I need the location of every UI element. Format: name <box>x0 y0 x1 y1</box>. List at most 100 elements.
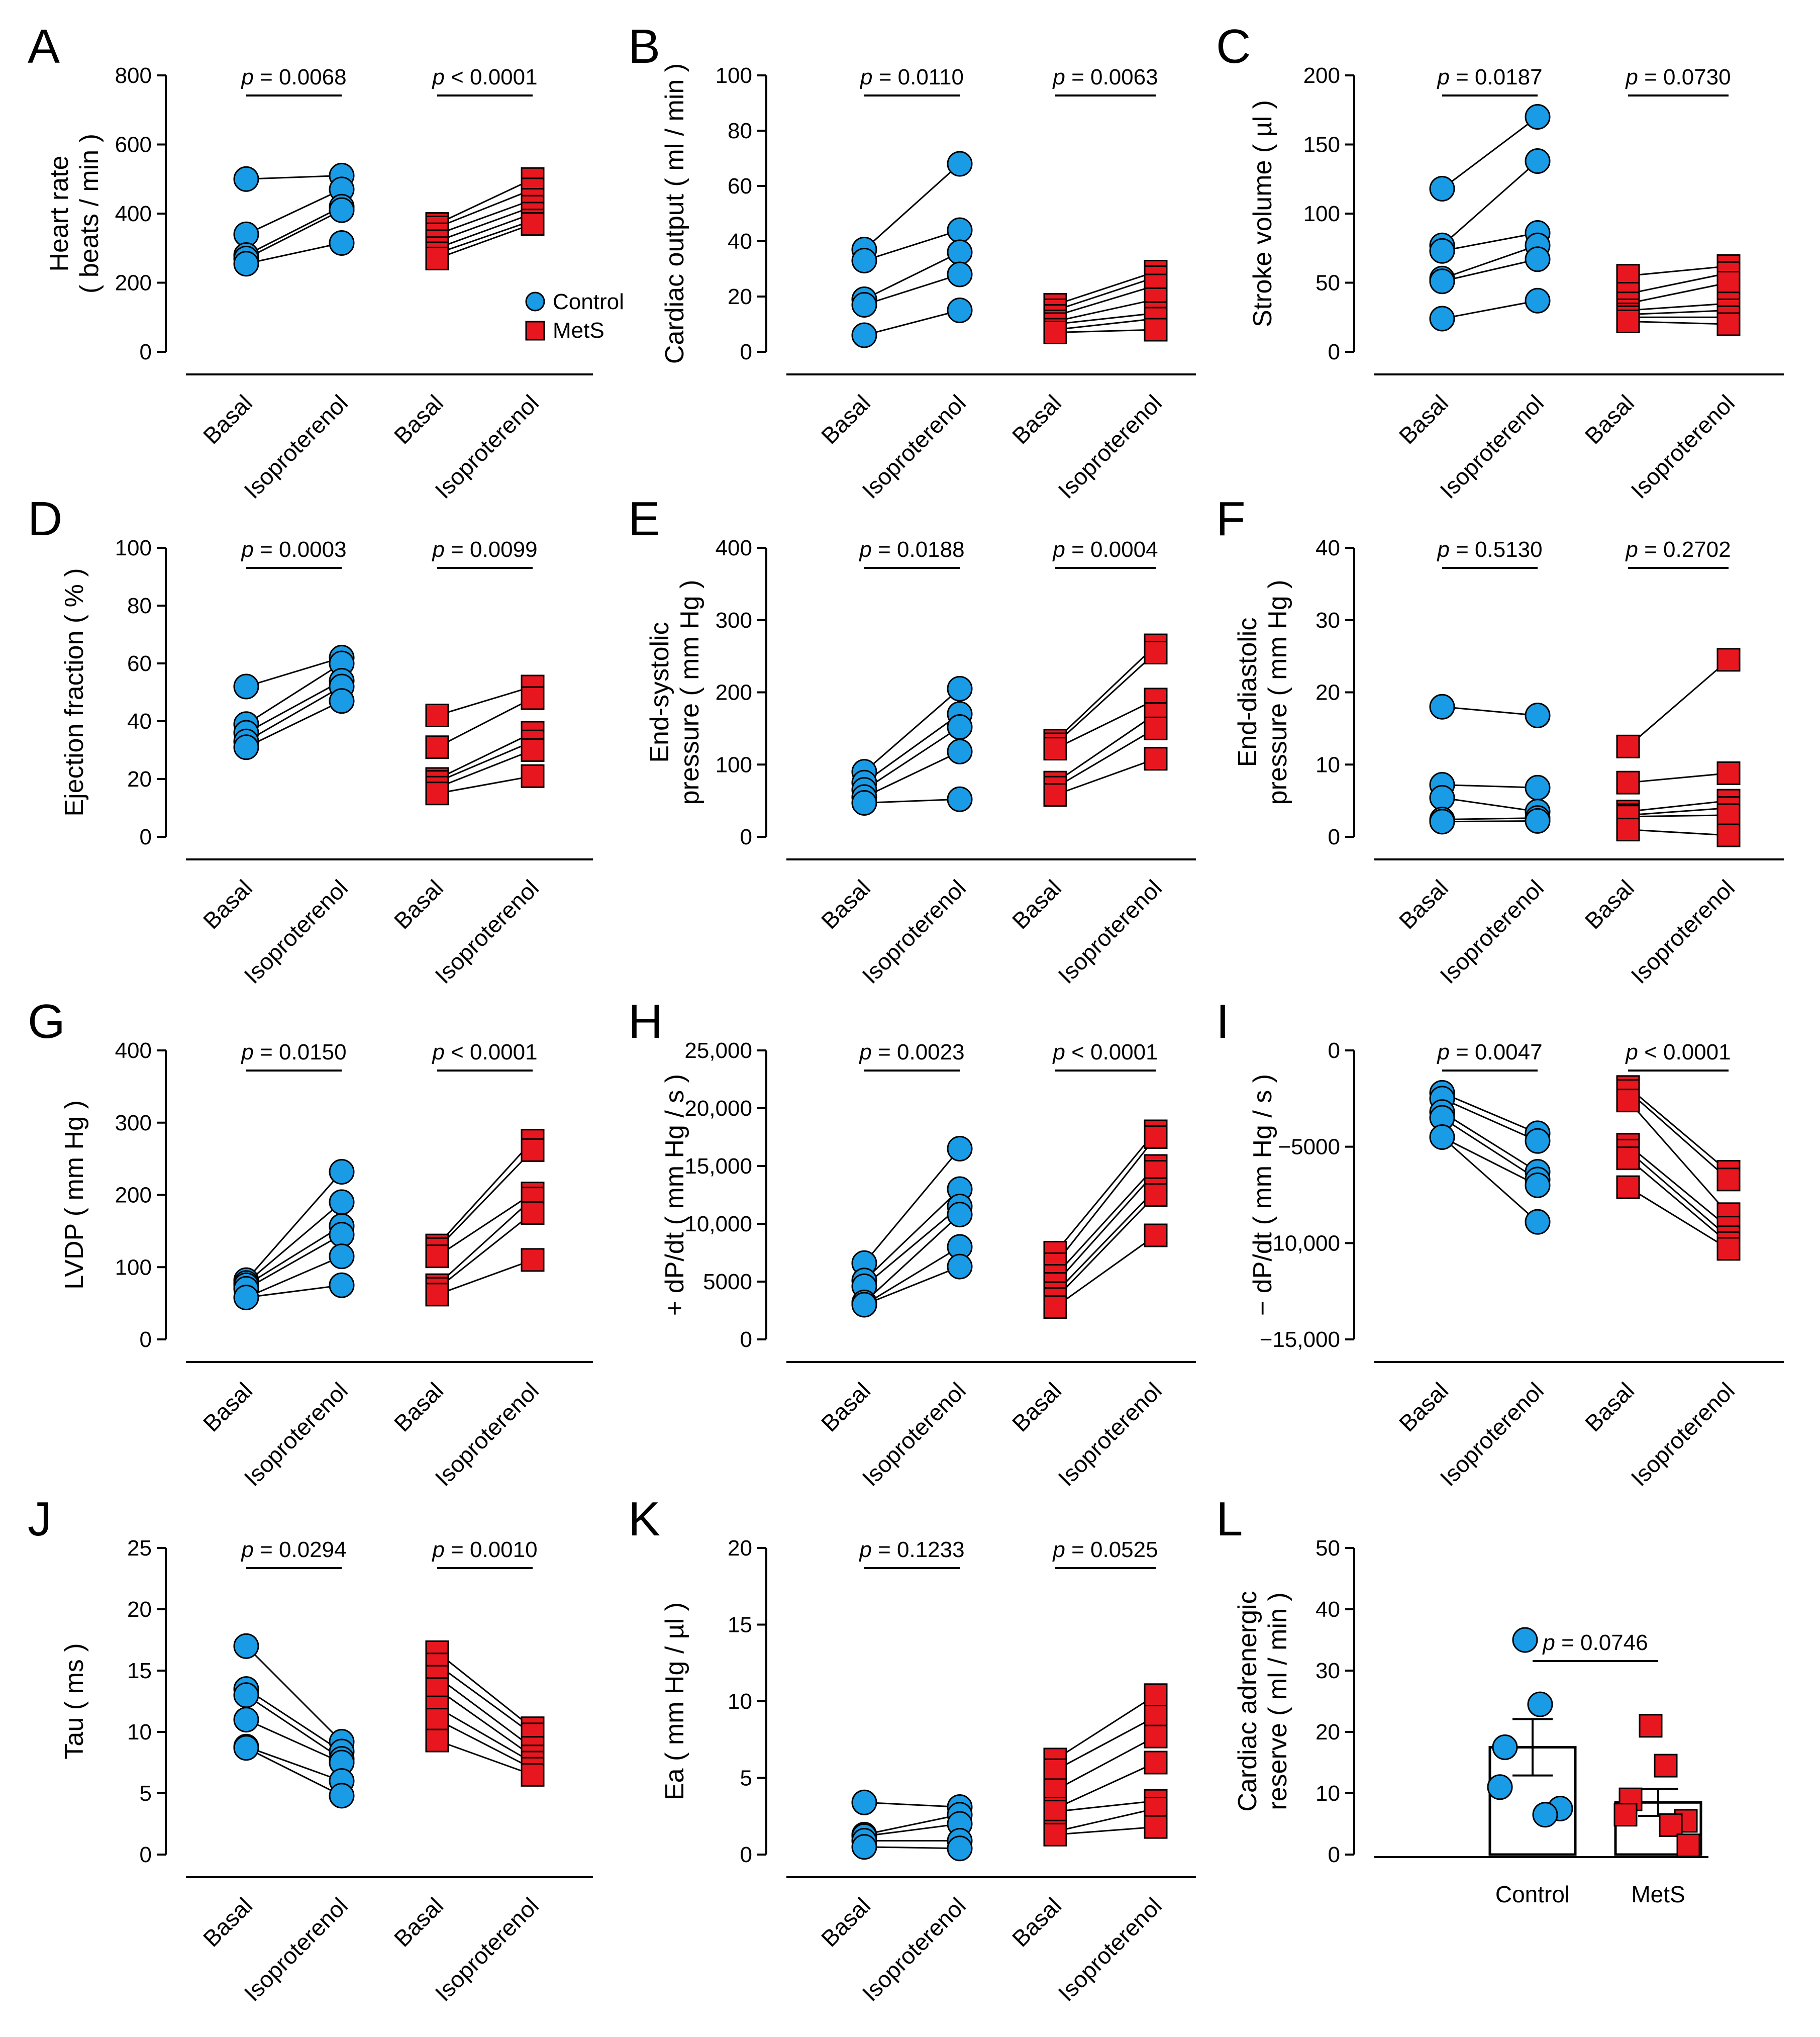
panel-c-x-label: Basal <box>1580 390 1639 449</box>
panel-g-control-iso-point <box>329 1222 355 1248</box>
panel-b-y-tick-label: 80 <box>728 119 752 143</box>
panel-i-control-iso-point <box>1525 1128 1551 1154</box>
panel-a-control-basal-point <box>233 251 259 277</box>
panel-a-control-pair-line <box>246 206 342 256</box>
panel-a-x-label: Basal <box>389 390 448 449</box>
panel-a-control-pair-line <box>246 209 342 259</box>
panel-j-control-basal-point <box>233 1735 259 1761</box>
panel-e-mets-pair-line <box>1055 728 1156 789</box>
panel-c-control-basal-point <box>1429 306 1455 332</box>
panel-a-mets-pair-line <box>437 220 533 254</box>
panel-l-control-point <box>1487 1774 1513 1800</box>
panel-l-y-axis-title: Cardiac adrenergic <box>1233 1591 1262 1811</box>
panel-h-mets-iso-point <box>1144 1183 1168 1207</box>
panel-g-y-tick-label: 200 <box>115 1183 152 1208</box>
panel-k-mets-iso-point <box>1144 1751 1168 1775</box>
panel-c-control-pair-line <box>1442 160 1538 246</box>
panel-f-mets-pair-line <box>1628 814 1729 818</box>
panel-i-x-label: Isoproterenol <box>1626 1377 1740 1491</box>
panel-k-y-tick-label: 10 <box>728 1689 752 1714</box>
panel-k-mets-pair-line <box>1055 1735 1156 1791</box>
panel-e-mets-iso-point <box>1144 640 1168 664</box>
panel-g-mets-pair-line <box>436 1149 534 1250</box>
panel-e-y-axis-title: pressure ( mm Hg ) <box>675 580 704 805</box>
panel-d-mets-basal-point <box>425 782 449 806</box>
panel-e-y-axis-title: End-systolic <box>645 622 674 762</box>
panel-j-control-pair-line <box>246 1694 342 1760</box>
panel-d-y-tick-label: 80 <box>127 594 152 618</box>
panel-h-control-pair-line <box>863 1214 961 1303</box>
panel-l-y-tick-label: 40 <box>1316 1597 1340 1622</box>
panel-j-y-tick-label: 20 <box>127 1597 152 1622</box>
panel-e-p-value: p = 0.0004 <box>1052 537 1158 562</box>
panel-d-mets-iso-point <box>521 738 545 762</box>
panel-g-p-value: p = 0.0150 <box>240 1040 346 1064</box>
panel-d-control-basal-point <box>233 673 259 700</box>
panel-b-mets-pair-line <box>1055 329 1156 333</box>
panel-b-x-label: Basal <box>1007 390 1066 449</box>
panel-l-y-tick-label: 10 <box>1316 1781 1340 1806</box>
panel-a-control-pair-line <box>246 188 342 235</box>
panel-i-control-pair-line <box>1442 1136 1538 1223</box>
panel-i-mets-pair-line <box>1628 1144 1729 1228</box>
panel-k-p-value: p = 0.1233 <box>858 1537 964 1562</box>
panel-b-control-basal-point <box>851 248 877 273</box>
panel-h-mets-iso-point <box>1144 1223 1168 1247</box>
panel-k-control-pair-line <box>864 1846 960 1850</box>
panel-j-mets-pair-line <box>437 1676 533 1749</box>
panel-h-y-tick-label: 0 <box>740 1327 752 1352</box>
panel-a-control-iso-point <box>329 197 355 223</box>
panel-d-x-label: Isoproterenol <box>239 875 353 989</box>
panel-f-y-axis-title: pressure ( mm Hg ) <box>1263 580 1292 805</box>
panel-e-x-label: Isoproterenol <box>857 875 971 989</box>
panel-i-mets-basal-point <box>1616 1146 1640 1171</box>
panel-c-y-axis-title: Stroke volume ( µl ) <box>1248 100 1277 327</box>
panel-i-mets-basal-point <box>1616 1089 1640 1113</box>
panel-a-x-label: Basal <box>198 390 257 449</box>
panel-l-mets-point <box>1654 1754 1678 1778</box>
panel-k-mets-pair-line <box>1055 1716 1156 1771</box>
panel-h-mets-pair-line <box>1054 1131 1157 1253</box>
panel-e-control-pair-line <box>864 688 960 772</box>
panel-b-y-tick-label: 40 <box>728 229 752 254</box>
panel-c-control-pair-line <box>1442 232 1538 252</box>
panel-c-control-pair-line <box>1442 258 1538 282</box>
panel-k-control-pair-line <box>864 1801 960 1808</box>
panel-g-y-tick-label: 300 <box>115 1111 152 1135</box>
panel-b-mets-basal-point <box>1043 321 1067 344</box>
panel-l-y-tick-label: 30 <box>1316 1659 1340 1683</box>
panel-h-x-label: Basal <box>1007 1377 1066 1436</box>
panel-h-x-label: Basal <box>816 1377 875 1436</box>
panel-j-mets-iso-point <box>521 1763 545 1787</box>
panel-j-control-pair-line <box>246 1719 342 1764</box>
panel-k-y-tick-label: 5 <box>740 1766 752 1791</box>
panel-d-mets-pair-line <box>437 686 533 716</box>
panel-l-y-tick-label: 50 <box>1316 1536 1340 1561</box>
panel-g-control-pair-line <box>246 1225 342 1286</box>
panel-j-mets-pair-line <box>437 1688 533 1758</box>
panel-k-mets-pair-line <box>1055 1808 1156 1832</box>
panel-d-y-axis-title: Ejection fraction ( % ) <box>60 568 89 816</box>
panel-b-x-label: Isoproterenol <box>857 390 971 504</box>
panel-a-control-pair-line <box>246 242 342 265</box>
panel-f-control-iso-point <box>1525 774 1551 801</box>
panel-i-y-tick-label: −10,000 <box>1260 1231 1340 1255</box>
panel-g-mets-basal-point <box>425 1244 449 1269</box>
panel-d-p-value: p = 0.0003 <box>240 537 346 562</box>
panel-e-mets-pair-line <box>1055 699 1156 749</box>
panel-l-y-tick-label: 0 <box>1328 1842 1340 1867</box>
panel-c-control-basal-point <box>1429 238 1455 264</box>
panel-b-y-tick-label: 100 <box>716 63 752 88</box>
panel-a-mets-pair-line <box>437 188 533 228</box>
panel-c-p-value: p = 0.0187 <box>1436 65 1542 89</box>
panel-f-control-pair-line <box>1442 797 1538 813</box>
panel-g-mets-iso-point <box>521 1138 545 1162</box>
panel-g-p-value: p < 0.0001 <box>431 1040 537 1064</box>
panel-g-x-label: Basal <box>389 1377 448 1436</box>
panel-i-mets-pair-line <box>1628 1086 1729 1173</box>
panel-j-x-label: Isoproterenol <box>430 1892 544 2006</box>
panel-h-y-tick-label: 5000 <box>703 1270 752 1294</box>
panel-g-control-pair-line <box>245 1171 343 1281</box>
panel-f-mets-pair-line <box>1628 800 1729 813</box>
panel-h-control-iso-point <box>947 1136 973 1161</box>
